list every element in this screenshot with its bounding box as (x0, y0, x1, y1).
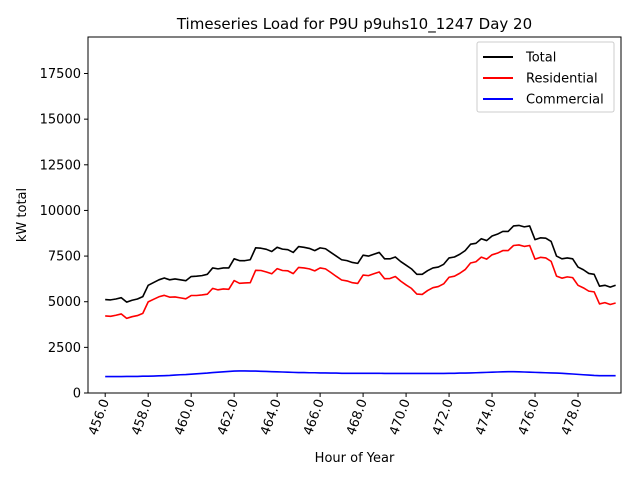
legend: Total Residential Commercial (476, 41, 615, 113)
legend-label-residential: Residential (526, 72, 598, 87)
legend-label-total: Total (525, 51, 556, 66)
y-tick-label: 0 (73, 387, 81, 402)
series-line-total (105, 224, 616, 303)
y-tick-label: 12500 (40, 158, 81, 173)
y-tick-label: 2500 (48, 341, 81, 356)
chart-title: Timeseries Load for P9U p9uhs10_1247 Day… (176, 15, 532, 34)
y-axis-label: kW total (15, 188, 30, 242)
y-tick-label: 10000 (40, 204, 81, 219)
y-tick-label: 17500 (40, 67, 81, 82)
x-axis-label: Hour of Year (315, 451, 395, 466)
y-axis: 0 2500 5000 7500 10000 12500 15000 17500 (40, 67, 88, 402)
y-tick-label: 7500 (48, 250, 81, 265)
y-tick-label: 5000 (48, 295, 81, 310)
series-line-residential (105, 244, 616, 320)
y-tick-label: 15000 (40, 113, 81, 128)
legend-box (476, 41, 615, 113)
series-layer (105, 224, 616, 378)
series-line-commercial (105, 370, 616, 378)
legend-label-commercial: Commercial (526, 93, 604, 108)
plot-frame (87, 36, 622, 394)
